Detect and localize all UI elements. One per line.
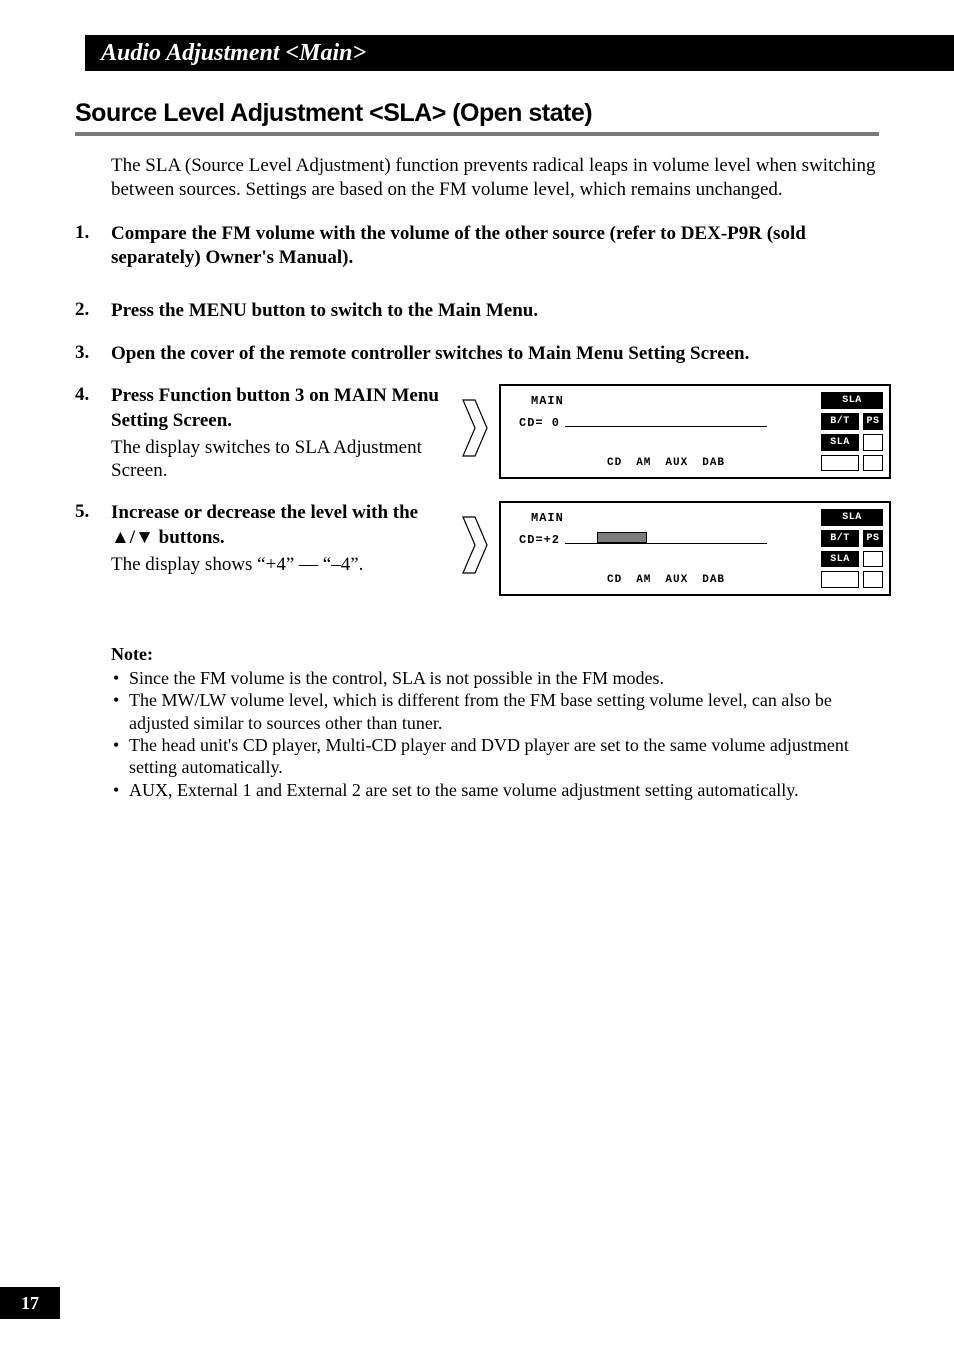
side-cell: PS <box>863 530 883 547</box>
lcd-side-panel: SLA B/T PS SLA <box>821 509 883 588</box>
section-heading: Source Level Adjustment <SLA> (Open stat… <box>75 99 879 136</box>
step-number: 4. <box>75 384 89 406</box>
note-block: Note: Since the FM volume is the control… <box>111 644 879 801</box>
side-cell-empty <box>821 455 859 472</box>
step-body: The display shows “+4” — “–4”. <box>111 553 441 577</box>
step-number: 5. <box>75 501 89 523</box>
step-head: Press Function button 3 on MAIN Menu Set… <box>111 384 441 433</box>
steps-list: 1. Compare the FM volume with the volume… <box>75 222 879 597</box>
lcd-level-bar <box>597 532 647 543</box>
side-cell-empty <box>863 571 883 588</box>
step-3: 3. Open the cover of the remote controll… <box>75 342 879 367</box>
step-number: 1. <box>75 222 89 244</box>
note-item: AUX, External 1 and External 2 are set t… <box>111 779 879 801</box>
note-list: Since the FM volume is the control, SLA … <box>111 667 879 801</box>
section-title-text: Source Level Adjustment <SLA> (Open stat… <box>75 99 592 127</box>
step-2: 2. Press the MENU button to switch to th… <box>75 299 879 324</box>
lcd-src: DAB <box>702 574 725 586</box>
note-heading: Note: <box>111 644 879 665</box>
step-head: Press the MENU button to switch to the M… <box>111 299 879 324</box>
lcd-value: CD=+2 <box>519 533 560 547</box>
side-cell-empty <box>863 434 883 451</box>
lcd-src: CD <box>607 457 622 469</box>
lcd-source-labels: CD AM AUX DAB <box>607 457 725 469</box>
lcd-screen-2: MAIN CD=+2 CD AM AUX DAB SLA B/T P <box>499 501 891 596</box>
side-cell: PS <box>863 413 883 430</box>
side-cell-empty <box>863 551 883 568</box>
lcd-src: CD <box>607 574 622 586</box>
lcd-src: AM <box>636 574 651 586</box>
lcd-main-label: MAIN <box>531 394 564 408</box>
step-1: 1. Compare the FM volume with the volume… <box>75 222 879 271</box>
lcd-main-label: MAIN <box>531 511 564 525</box>
note-item: Since the FM volume is the control, SLA … <box>111 667 879 689</box>
intro-paragraph: The SLA (Source Level Adjustment) functi… <box>111 154 879 202</box>
lcd-src: AM <box>636 457 651 469</box>
step-head: Open the cover of the remote controller … <box>111 342 879 367</box>
page-number-value: 17 <box>21 1293 39 1314</box>
note-item: The MW/LW volume level, which is differe… <box>111 689 879 734</box>
side-cell: SLA <box>821 392 883 409</box>
cursor-icon <box>461 398 489 458</box>
lcd-src: AUX <box>665 457 688 469</box>
step-4: 4. Press Function button 3 on MAIN Menu … <box>75 384 879 483</box>
lcd-divider-line <box>565 543 767 544</box>
side-cell-empty <box>863 455 883 472</box>
lcd-side-panel: SLA B/T PS SLA <box>821 392 883 471</box>
step-number: 3. <box>75 342 89 364</box>
chapter-header: Audio Adjustment <Main> <box>85 35 954 71</box>
side-cell: SLA <box>821 434 859 451</box>
step-head: Increase or decrease the level with the … <box>111 501 441 550</box>
cursor-icon <box>461 515 489 575</box>
lcd-src: DAB <box>702 457 725 469</box>
chapter-title: Audio Adjustment <Main> <box>101 40 366 67</box>
lcd-src: AUX <box>665 574 688 586</box>
side-cell: B/T <box>821 413 859 430</box>
note-item: The head unit's CD player, Multi-CD play… <box>111 734 879 779</box>
lcd-source-labels: CD AM AUX DAB <box>607 574 725 586</box>
side-cell: SLA <box>821 509 883 526</box>
lcd-divider-line <box>565 426 767 427</box>
page-number: 17 <box>0 1287 60 1319</box>
lcd-screen-1: MAIN CD= 0 CD AM AUX DAB SLA B/T PS <box>499 384 891 479</box>
step-number: 2. <box>75 299 89 321</box>
side-cell: B/T <box>821 530 859 547</box>
side-cell-empty <box>821 571 859 588</box>
side-cell: SLA <box>821 551 859 568</box>
step-head: Compare the FM volume with the volume of… <box>111 222 879 271</box>
step-body: The display switches to SLA Adjustment S… <box>111 436 441 484</box>
lcd-value: CD= 0 <box>519 416 560 430</box>
step-5: 5. Increase or decrease the level with t… <box>75 501 879 596</box>
